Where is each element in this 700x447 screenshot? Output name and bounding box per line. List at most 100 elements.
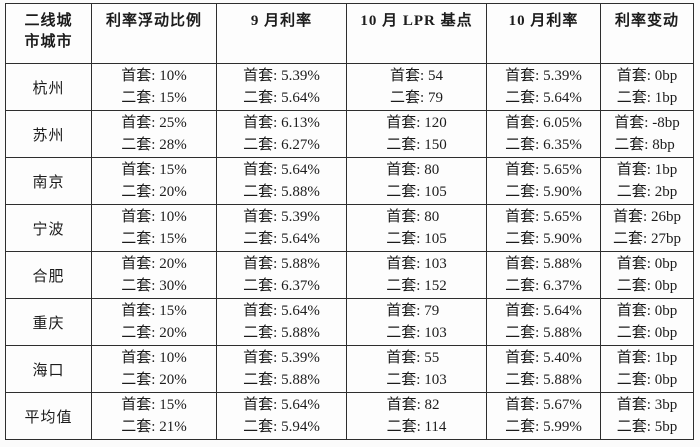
first-home-line: 首套: 82: [386, 397, 440, 413]
second-home-line: 二套: 150: [386, 137, 447, 153]
column-header-sep-rate: 9 月利率: [216, 3, 347, 64]
first-home-line: 首套: 5.39%: [243, 68, 320, 84]
first-home-line: 首套: 80: [386, 209, 440, 225]
first-home-line: 首套: 15%: [121, 162, 187, 178]
rate-pair: 首套: 79 二套: 103: [386, 300, 446, 344]
first-home-line: 首套: 5.65%: [505, 209, 582, 225]
rate-cell: 首套: 5.88% 二套: 6.37%: [486, 251, 601, 299]
rate-cell: 首套: 103 二套: 152: [346, 251, 487, 299]
table-row: 南京 首套: 15% 二套: 20% 首套: 5.64% 二套: 5.88% 首套:…: [5, 157, 694, 205]
second-home-line: 二套: 5.88%: [505, 372, 582, 388]
first-home-line: 首套: 3bp: [616, 397, 678, 413]
rate-pair: 首套: 5.64% 二套: 5.94%: [243, 394, 320, 438]
rates-table: 二线城 市城市 利率浮动比例 9 月利率 10 月 LPR 基点 10 月利率 …: [5, 3, 694, 440]
rate-pair: 首套: 15% 二套: 20%: [121, 300, 186, 344]
first-home-line: 首套: -8bp: [614, 115, 680, 131]
rate-cell: 首套: 5.39% 二套: 5.64%: [216, 204, 347, 252]
second-home-line: 二套: 27bp: [613, 231, 681, 247]
rate-cell: 首套: 5.39% 二套: 5.64%: [486, 63, 601, 111]
table-header: 二线城 市城市 利率浮动比例 9 月利率 10 月 LPR 基点 10 月利率 …: [5, 3, 694, 64]
second-home-line: 二套: 0bp: [616, 372, 678, 388]
second-home-line: 二套: 103: [386, 372, 447, 388]
rate-pair: 首套: 5.39% 二套: 5.64%: [243, 65, 320, 109]
rate-cell: 首套: 0bp 二套: 1bp: [600, 63, 694, 111]
second-home-line: 二套: 6.27%: [243, 137, 320, 153]
first-home-line: 首套: 54: [390, 68, 443, 84]
rate-cell: 首套: 5.67% 二套: 5.99%: [486, 392, 601, 440]
rate-pair: 首套: 6.13% 二套: 6.27%: [243, 112, 320, 156]
rate-pair: 首套: 10% 二套: 20%: [121, 347, 186, 391]
rate-pair: 首套: 5.39% 二套: 5.88%: [243, 347, 320, 391]
rate-cell: 首套: 5.64% 二套: 5.88%: [486, 298, 601, 346]
header-row: 二线城 市城市 利率浮动比例 9 月利率 10 月 LPR 基点 10 月利率 …: [5, 3, 694, 64]
first-home-line: 首套: 0bp: [616, 303, 678, 319]
first-home-line: 首套: 10%: [121, 209, 187, 225]
rate-pair: 首套: 0bp 二套: 0bp: [617, 300, 677, 344]
rate-pair: 首套: 0bp 二套: 1bp: [617, 65, 677, 109]
second-home-line: 二套: 21%: [121, 419, 187, 435]
rate-pair: 首套: 15% 二套: 20%: [121, 159, 186, 203]
rate-pair: 首套: 15% 二套: 21%: [121, 394, 186, 438]
rate-pair: 首套: 55 二套: 103: [386, 347, 446, 391]
rate-pair: 首套: -8bp 二套: 8bp: [614, 112, 679, 156]
rate-cell: 首套: 80 二套: 105: [346, 204, 487, 252]
rate-cell: 首套: 10% 二套: 15%: [91, 63, 217, 111]
first-home-line: 首套: 15%: [121, 397, 187, 413]
second-home-line: 二套: 5.90%: [505, 231, 582, 247]
second-home-line: 二套: 5.88%: [243, 184, 320, 200]
rate-pair: 首套: 0bp 二套: 0bp: [617, 253, 677, 297]
second-home-line: 二套: 1bp: [616, 90, 678, 106]
table-row: 重庆 首套: 15% 二套: 20% 首套: 5.64% 二套: 5.88% 首套:…: [5, 298, 694, 346]
table-row: 苏州 首套: 25% 二套: 28% 首套: 6.13% 二套: 6.27% 首套:…: [5, 110, 694, 158]
first-home-line: 首套: 5.64%: [243, 162, 320, 178]
rate-cell: 首套: 5.64% 二套: 5.88%: [216, 157, 347, 205]
second-home-line: 二套: 79: [390, 90, 443, 106]
rate-pair: 首套: 10% 二套: 15%: [121, 206, 186, 250]
second-home-line: 二套: 20%: [121, 372, 187, 388]
rate-cell: 首套: 5.65% 二套: 5.90%: [486, 204, 601, 252]
city-cell: 宁波: [5, 204, 92, 252]
second-home-line: 二套: 5.90%: [505, 184, 582, 200]
second-home-line: 二套: 103: [386, 325, 447, 341]
rate-pair: 首套: 5.65% 二套: 5.90%: [505, 206, 582, 250]
rate-pair: 首套: 5.64% 二套: 5.88%: [505, 300, 582, 344]
rate-cell: 首套: 80 二套: 105: [346, 157, 487, 205]
second-home-line: 二套: 5.88%: [243, 372, 320, 388]
city-cell: 苏州: [5, 110, 92, 158]
rate-cell: 首套: 10% 二套: 15%: [91, 204, 217, 252]
second-home-line: 二套: 5.64%: [505, 90, 582, 106]
rate-pair: 首套: 103 二套: 152: [386, 253, 446, 297]
second-home-line: 二套: 28%: [121, 137, 187, 153]
rate-pair: 首套: 54 二套: 79: [390, 65, 443, 109]
rate-pair: 首套: 5.88% 二套: 6.37%: [243, 253, 320, 297]
second-home-line: 二套: 8bp: [614, 137, 675, 153]
table-row: 平均值 首套: 15% 二套: 21% 首套: 5.64% 二套: 5.94% 首套…: [5, 392, 694, 440]
rate-cell: 首套: 6.13% 二套: 6.27%: [216, 110, 347, 158]
first-home-line: 首套: 25%: [121, 115, 187, 131]
table-body: 杭州 首套: 10% 二套: 15% 首套: 5.39% 二套: 5.64% 首套:…: [5, 63, 694, 440]
second-home-line: 二套: 30%: [121, 278, 187, 294]
second-home-line: 二套: 2bp: [616, 184, 678, 200]
rate-cell: 首套: 0bp 二套: 0bp: [600, 251, 694, 299]
rate-pair: 首套: 5.67% 二套: 5.99%: [505, 394, 582, 438]
first-home-line: 首套: 26bp: [613, 209, 681, 225]
second-home-line: 二套: 5.99%: [505, 419, 582, 435]
city-cell: 杭州: [5, 63, 92, 111]
first-home-line: 首套: 5.39%: [505, 68, 582, 84]
rate-cell: 首套: 5.64% 二套: 5.94%: [216, 392, 347, 440]
table-row: 合肥 首套: 20% 二套: 30% 首套: 5.88% 二套: 6.37% 首套:…: [5, 251, 694, 299]
second-home-line: 二套: 15%: [121, 231, 187, 247]
rate-cell: 首套: 10% 二套: 20%: [91, 345, 217, 393]
rate-cell: 首套: 5.40% 二套: 5.88%: [486, 345, 601, 393]
rate-cell: 首套: 5.39% 二套: 5.64%: [216, 63, 347, 111]
first-home-line: 首套: 79: [386, 303, 440, 319]
rate-pair: 首套: 5.39% 二套: 5.64%: [243, 206, 320, 250]
city-cell: 南京: [5, 157, 92, 205]
rate-pair: 首套: 25% 二套: 28%: [121, 112, 186, 156]
rate-cell: 首套: 15% 二套: 21%: [91, 392, 217, 440]
rate-pair: 首套: 80 二套: 105: [386, 206, 446, 250]
first-home-line: 首套: 5.64%: [505, 303, 582, 319]
city-cell: 海口: [5, 345, 92, 393]
rate-pair: 首套: 1bp 二套: 0bp: [617, 347, 677, 391]
